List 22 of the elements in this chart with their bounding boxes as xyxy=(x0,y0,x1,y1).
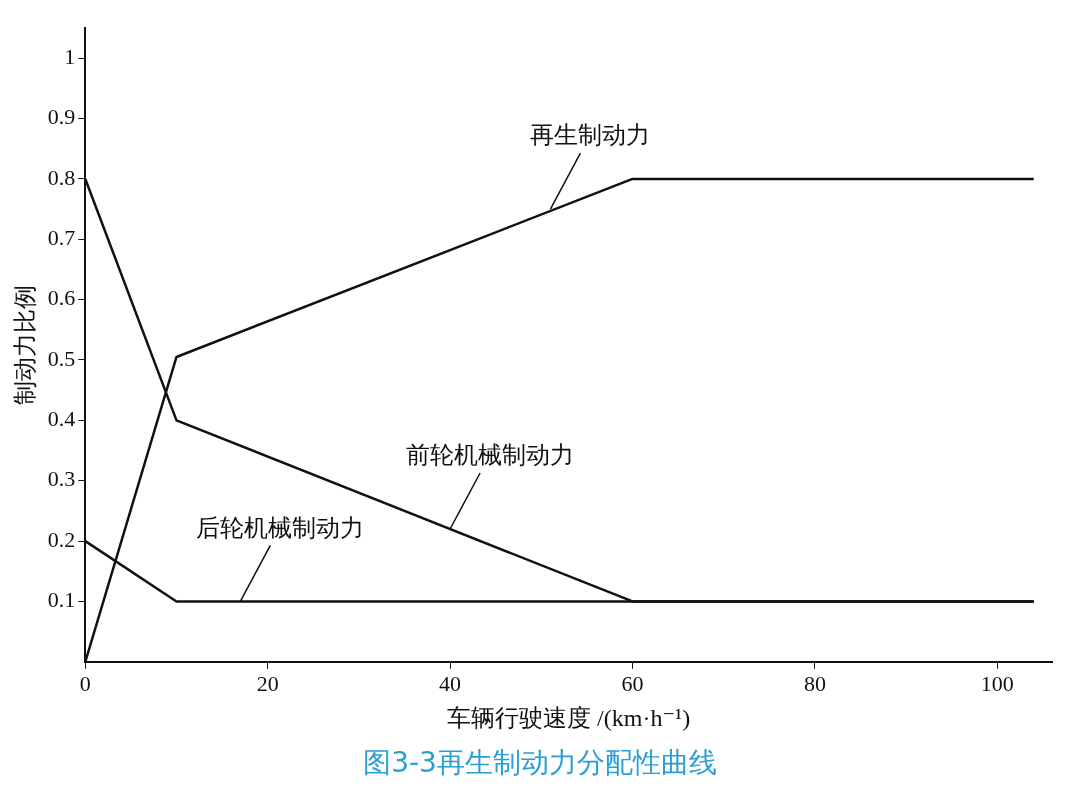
x-tick-label: 40 xyxy=(439,670,462,696)
y-tick-label: 1 xyxy=(64,43,76,69)
text: 图3-3再生制动力分配性曲线 xyxy=(362,745,718,781)
y-tick-label: 0.3 xyxy=(47,466,76,492)
x-axis-title: 车辆行驶速度 /(km·h⁻¹) xyxy=(447,704,691,731)
y-tick-label: 0.1 xyxy=(47,587,76,613)
x-tick-label: 100 xyxy=(980,670,1014,696)
y-tick-label: 0.7 xyxy=(47,225,76,251)
x-tick-label: 60 xyxy=(621,670,644,696)
y-tick-label: 0.2 xyxy=(47,526,76,552)
annotation: 后轮机械制动力 xyxy=(196,514,365,541)
y-tick-label: 0.9 xyxy=(47,104,76,130)
y-tick-label: 0.5 xyxy=(47,345,76,371)
y-tick-label: 0.8 xyxy=(47,164,76,190)
annotation: 前轮机械制动力 xyxy=(406,442,575,469)
y-axis-title: 制动力比例 xyxy=(11,284,38,405)
x-tick-label: 20 xyxy=(256,670,279,696)
y-tick-label: 0.4 xyxy=(47,406,76,432)
x-tick-label: 0 xyxy=(79,670,91,696)
x-tick-label: 80 xyxy=(803,670,826,696)
y-tick-label: 0.6 xyxy=(47,285,76,311)
annotation: 再生制动力 xyxy=(530,122,651,149)
